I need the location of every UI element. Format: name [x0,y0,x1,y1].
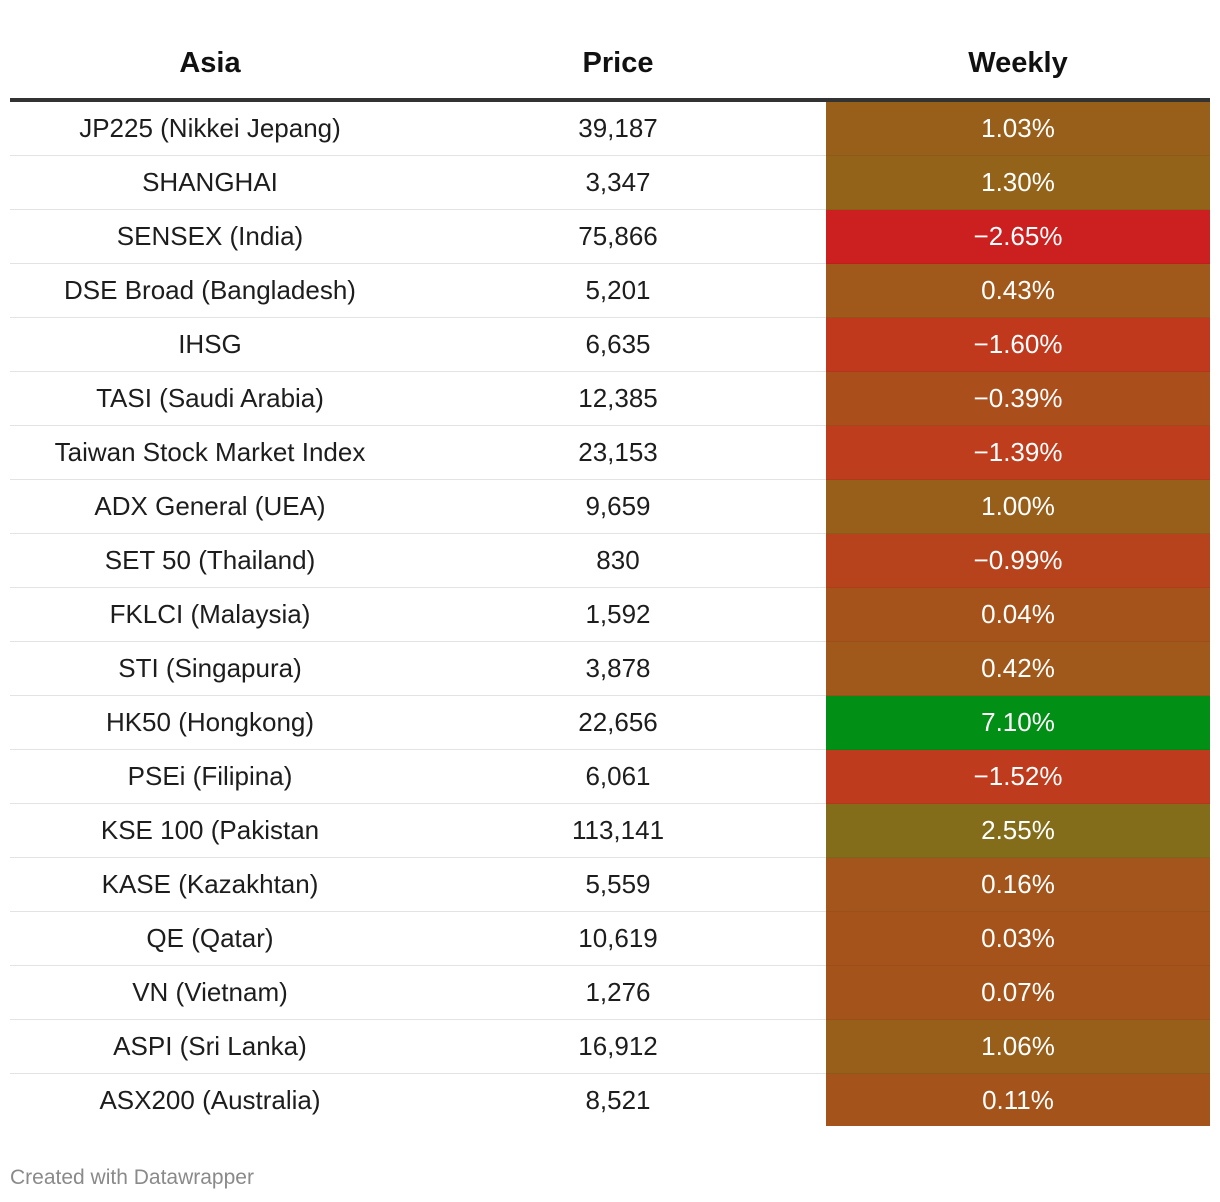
weekly-change-cell: 1.30% [826,155,1210,210]
market-table-container: Asia Price Weekly JP225 (Nikkei Jepang) 3… [10,28,1210,1126]
weekly-change-cell: 1.03% [826,100,1210,156]
table-row: SHANGHAI 3,347 1.30% [10,155,1210,210]
table-row: ASPI (Sri Lanka) 16,912 1.06% [10,1019,1210,1074]
weekly-change-cell: −2.65% [826,209,1210,264]
weekly-change-cell: 1.06% [826,1019,1210,1074]
table-row: KASE (Kazakhtan) 5,559 0.16% [10,857,1210,912]
table-row: TASI (Saudi Arabia) 12,385 −0.39% [10,371,1210,426]
column-header-price: Price [410,28,826,102]
weekly-change-cell: 0.16% [826,857,1210,912]
index-name-cell: STI (Singapura) [10,641,410,696]
weekly-change-cell: 0.42% [826,641,1210,696]
index-name-cell: VN (Vietnam) [10,965,410,1020]
table-header-row: Asia Price Weekly [10,28,1210,102]
weekly-change-cell: −0.39% [826,371,1210,426]
index-name-cell: TASI (Saudi Arabia) [10,371,410,426]
price-cell: 9,659 [410,479,826,534]
price-cell: 3,878 [410,641,826,696]
index-name-cell: Taiwan Stock Market Index [10,425,410,480]
table-row: SENSEX (India) 75,866 −2.65% [10,209,1210,264]
table-row: STI (Singapura) 3,878 0.42% [10,641,1210,696]
price-cell: 12,385 [410,371,826,426]
price-cell: 830 [410,533,826,588]
table-row: DSE Broad (Bangladesh) 5,201 0.43% [10,263,1210,318]
datawrapper-credit: Created with Datawrapper [10,1166,254,1189]
index-name-cell: ASX200 (Australia) [99,1084,321,1115]
table-row: FKLCI (Malaysia) 1,592 0.04% [10,587,1210,642]
weekly-change-cell: −0.99% [826,533,1210,588]
index-name-cell: HK50 (Hongkong) [10,695,410,750]
price-cell: 1,276 [410,965,826,1020]
index-name-cell: DSE Broad (Bangladesh) [10,263,410,318]
column-header-weekly: Weekly [826,28,1210,102]
index-name-cell: KSE 100 (Pakistan [10,803,410,858]
asia-markets-table: Asia Price Weekly JP225 (Nikkei Jepang) 3… [10,28,1210,1126]
table-row: SET 50 (Thailand) 830 −0.99% [10,533,1210,588]
weekly-change-cell: 0.07% [826,965,1210,1020]
index-name-cell: PSEi (Filipina) [10,749,410,804]
price-cell: 23,153 [410,425,826,480]
price-cell: 22,656 [410,695,826,750]
index-name-cell: FKLCI (Malaysia) [10,587,410,642]
table-row: JP225 (Nikkei Jepang) 39,187 1.03% [10,100,1210,156]
weekly-change-cell: −1.39% [826,425,1210,480]
price-cell: 75,866 [410,209,826,264]
table-row: ASX200 (Australia) 8,521 0.11% [10,1073,1210,1126]
price-cell: 10,619 [410,911,826,966]
index-name-cell: ADX General (UEA) [10,479,410,534]
index-name-cell: IHSG [10,317,410,372]
price-cell: 39,187 [410,100,826,156]
index-name-cell: JP225 (Nikkei Jepang) [10,100,410,156]
table-body: JP225 (Nikkei Jepang) 39,187 1.03% SHANGHAI… [10,100,1210,1126]
table-row: ADX General (UEA) 9,659 1.00% [10,479,1210,534]
price-cell: 6,061 [410,749,826,804]
table-row: QE (Qatar) 10,619 0.03% [10,911,1210,966]
weekly-change-cell: 0.43% [826,263,1210,318]
index-name-cell: SHANGHAI [10,155,410,210]
weekly-change-cell: −1.60% [826,317,1210,372]
table-row: VN (Vietnam) 1,276 0.07% [10,965,1210,1020]
table-row: IHSG 6,635 −1.60% [10,317,1210,372]
table-row: KSE 100 (Pakistan 113,141 2.55% [10,803,1210,858]
weekly-change-cell: 1.00% [826,479,1210,534]
weekly-change-cell: 0.04% [826,587,1210,642]
index-name-cell: SENSEX (India) [10,209,410,264]
price-cell: 8,521 [585,1084,651,1115]
index-name-cell: KASE (Kazakhtan) [10,857,410,912]
price-cell: 16,912 [410,1019,826,1074]
price-cell: 5,201 [410,263,826,318]
index-name-cell: SET 50 (Thailand) [10,533,410,588]
weekly-change-cell: 7.10% [826,695,1210,750]
weekly-change-cell: −1.52% [826,749,1210,804]
weekly-change-cell: 0.03% [826,911,1210,966]
price-cell: 5,559 [410,857,826,912]
price-cell: 113,141 [410,803,826,858]
table-row: HK50 (Hongkong) 22,656 7.10% [10,695,1210,750]
index-name-cell: ASPI (Sri Lanka) [10,1019,410,1074]
price-cell: 3,347 [410,155,826,210]
column-header-asia: Asia [10,28,410,102]
index-name-cell: QE (Qatar) [10,911,410,966]
price-cell: 1,592 [410,587,826,642]
table-row: Taiwan Stock Market Index 23,153 −1.39% [10,425,1210,480]
table-row: PSEi (Filipina) 6,061 −1.52% [10,749,1210,804]
price-cell: 6,635 [410,317,826,372]
weekly-change-cell: 0.11% [826,1073,1210,1126]
weekly-change-cell: 2.55% [826,803,1210,858]
